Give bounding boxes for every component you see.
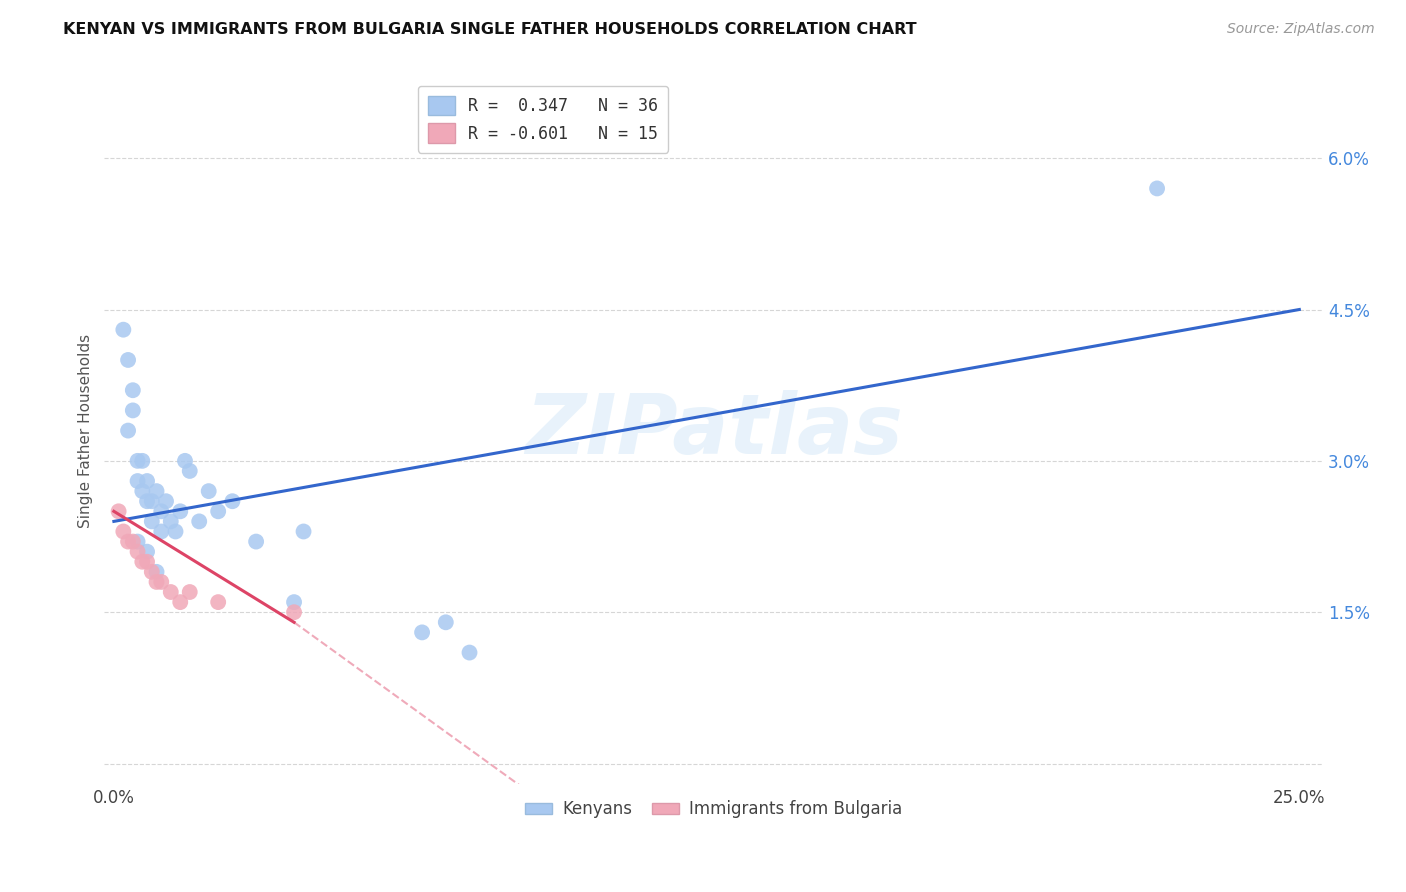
Point: [207, 504, 229, 518]
Point: [159, 585, 181, 599]
Point: [117, 424, 139, 438]
Point: [141, 494, 163, 508]
Point: [174, 454, 197, 468]
Point: [141, 565, 163, 579]
Point: [155, 494, 177, 508]
Point: [150, 504, 173, 518]
Y-axis label: Single Father Households: Single Father Households: [79, 334, 93, 528]
Point: [1146, 181, 1168, 195]
Point: [169, 595, 191, 609]
Point: [283, 605, 305, 619]
Point: [121, 403, 143, 417]
Point: [207, 595, 229, 609]
Point: [145, 574, 167, 589]
Point: [283, 595, 305, 609]
Point: [117, 534, 139, 549]
Point: [159, 515, 181, 529]
Point: [131, 454, 153, 468]
Point: [145, 565, 167, 579]
Point: [112, 524, 135, 539]
Point: [136, 474, 159, 488]
Point: [411, 625, 433, 640]
Point: [112, 323, 135, 337]
Point: [458, 646, 481, 660]
Point: [292, 524, 315, 539]
Point: [136, 544, 159, 558]
Point: [434, 615, 457, 630]
Point: [127, 454, 149, 468]
Point: [121, 534, 143, 549]
Point: [107, 504, 129, 518]
Text: Source: ZipAtlas.com: Source: ZipAtlas.com: [1227, 22, 1375, 37]
Point: [165, 524, 187, 539]
Text: KENYAN VS IMMIGRANTS FROM BULGARIA SINGLE FATHER HOUSEHOLDS CORRELATION CHART: KENYAN VS IMMIGRANTS FROM BULGARIA SINGL…: [63, 22, 917, 37]
Point: [188, 515, 211, 529]
Point: [127, 544, 149, 558]
Point: [179, 464, 201, 478]
Point: [131, 484, 153, 499]
Point: [245, 534, 267, 549]
Point: [141, 515, 163, 529]
Point: [136, 555, 159, 569]
Point: [127, 534, 149, 549]
Text: ZIPatlas: ZIPatlas: [524, 390, 903, 471]
Point: [145, 484, 167, 499]
Point: [121, 383, 143, 397]
Point: [169, 504, 191, 518]
Point: [127, 474, 149, 488]
Point: [197, 484, 219, 499]
Point: [150, 524, 173, 539]
Point: [150, 574, 173, 589]
Point: [221, 494, 243, 508]
Point: [179, 585, 201, 599]
Point: [131, 555, 153, 569]
Point: [117, 353, 139, 368]
Point: [136, 494, 159, 508]
Legend: Kenyans, Immigrants from Bulgaria: Kenyans, Immigrants from Bulgaria: [519, 794, 908, 825]
